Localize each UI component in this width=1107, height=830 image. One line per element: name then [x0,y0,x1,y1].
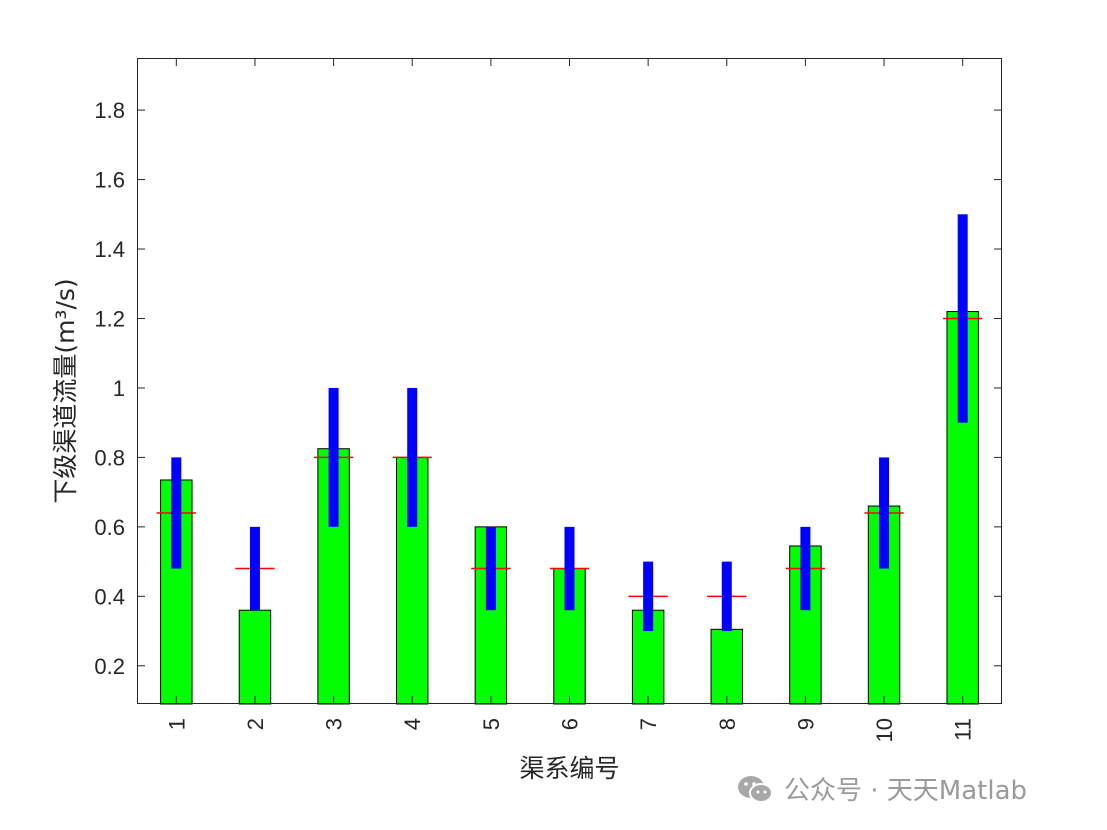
range-bar-5 [485,526,496,611]
y-axis-ticks: 0.2 0.4 0.6 0.8 1 1.2 1.4 1.6 1.8 [94,98,1002,679]
range-bar-10 [879,457,890,569]
range-bar-7 [643,561,654,632]
watermark: 公众号 · 天天Matlab [736,770,1027,807]
y-tick-label: 1.4 [94,237,125,262]
y-tick-label: 1.8 [94,98,125,123]
range-bar-4 [407,387,418,527]
x-tick-label: 1 [164,718,189,730]
x-axis-ticks: 1 2 3 4 5 6 7 8 9 10 11 [164,58,976,742]
range-bar-1 [171,457,182,569]
bar-8 [710,628,744,705]
x-tick-label: 2 [243,718,268,730]
x-tick-label: 8 [715,718,740,730]
y-tick-label: 0.2 [94,654,125,679]
x-tick-label: 6 [558,718,583,730]
range-bar-8 [721,561,732,632]
x-tick-label: 10 [872,718,897,742]
y-tick-label: 0.6 [94,515,125,540]
y-tick-label: 0.4 [94,584,125,609]
x-tick-label: 9 [793,718,818,730]
range-bars-group [171,214,968,632]
range-bar-2 [249,526,260,611]
x-tick-label: 3 [322,718,347,730]
range-bar-6 [564,526,575,611]
x-tick-label: 11 [951,718,976,741]
range-bar-11 [957,214,968,423]
y-tick-label: 1.2 [94,306,125,331]
x-tick-label: 4 [400,718,425,730]
x-axis-title: 渠系编号 [519,754,619,783]
bar-2 [238,609,272,705]
y-tick-label: 0.8 [94,445,125,470]
y-tick-label: 1 [113,376,125,401]
y-tick-label: 1.6 [94,168,125,193]
x-tick-label: 7 [636,718,661,730]
y-axis-title: 下级渠道流量(m³/s) [51,278,80,503]
range-bar-9 [800,526,811,611]
x-tick-label: 5 [479,718,504,730]
range-bar-3 [328,387,339,527]
watermark-text: 公众号 · 天天Matlab [784,776,1028,806]
wechat-icon [738,775,773,803]
